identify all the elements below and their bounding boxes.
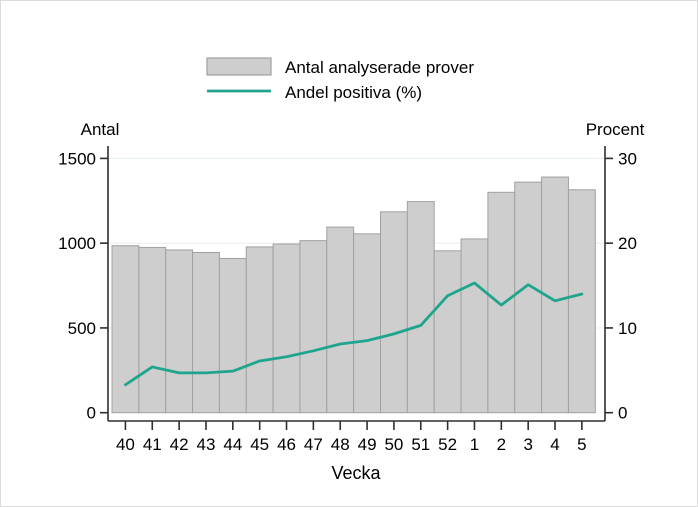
bar-week-44	[218, 257, 247, 414]
bar-week-46	[272, 243, 301, 414]
x-tick-label-4: 4	[550, 435, 559, 454]
x-tick-label-44: 44	[223, 435, 242, 454]
x-tick-label-51: 51	[411, 435, 430, 454]
bar-week-52	[433, 250, 462, 414]
x-tick-label-49: 49	[358, 435, 377, 454]
bar-week-43	[192, 251, 220, 414]
bar-week-45	[245, 246, 274, 414]
axis-ticks	[100, 157, 613, 430]
bar-week-47	[299, 240, 328, 414]
x-tick-label-2: 2	[497, 435, 506, 454]
axes	[107, 146, 606, 422]
x-tick-label-1: 1	[470, 435, 479, 454]
x-tick-label-52: 52	[438, 435, 457, 454]
right-tick-label-10: 10	[618, 319, 637, 338]
right-axis-title: Procent	[586, 120, 645, 139]
left-tick-label-500: 500	[68, 319, 96, 338]
left-tick-label-1500: 1500	[58, 149, 96, 168]
left-tick-label-0: 0	[87, 404, 96, 423]
legend-bar-label: Antal analyserade prover	[285, 58, 474, 77]
bar-week-48	[326, 226, 355, 414]
bar-week-49	[353, 233, 381, 414]
x-tick-label-42: 42	[170, 435, 189, 454]
x-tick-label-48: 48	[331, 435, 350, 454]
right-tick-label-0: 0	[618, 404, 627, 423]
positivity-line	[124, 281, 584, 387]
legend-line-label: Andel positiva (%)	[285, 83, 422, 102]
left-axis-title: Antal	[81, 120, 120, 139]
bar-week-1	[460, 238, 489, 414]
x-tick-label-43: 43	[197, 435, 216, 454]
bar-week-42	[165, 249, 194, 414]
bar-week-41	[138, 246, 167, 414]
bar-week-51	[406, 201, 435, 414]
x-tick-label-41: 41	[143, 435, 162, 454]
x-tick-label-45: 45	[250, 435, 269, 454]
x-axis-title: Vecka	[331, 463, 381, 483]
legend-bar-swatch	[206, 57, 272, 76]
bar-week-50	[380, 211, 408, 414]
x-tick-label-40: 40	[116, 435, 135, 454]
x-tick-label-47: 47	[304, 435, 323, 454]
x-tick-label-46: 46	[277, 435, 296, 454]
bar-series	[111, 176, 596, 414]
bar-week-40	[111, 245, 140, 414]
bar-week-3	[514, 181, 543, 414]
line-series	[124, 281, 584, 387]
bar-week-5	[567, 189, 596, 414]
x-tick-label-5: 5	[577, 435, 586, 454]
bar-week-2	[487, 191, 516, 414]
right-tick-label-30: 30	[618, 149, 637, 168]
x-tick-label-50: 50	[384, 435, 403, 454]
left-tick-label-1000: 1000	[58, 234, 96, 253]
x-tick-label-3: 3	[523, 435, 532, 454]
right-tick-label-20: 20	[618, 234, 637, 253]
